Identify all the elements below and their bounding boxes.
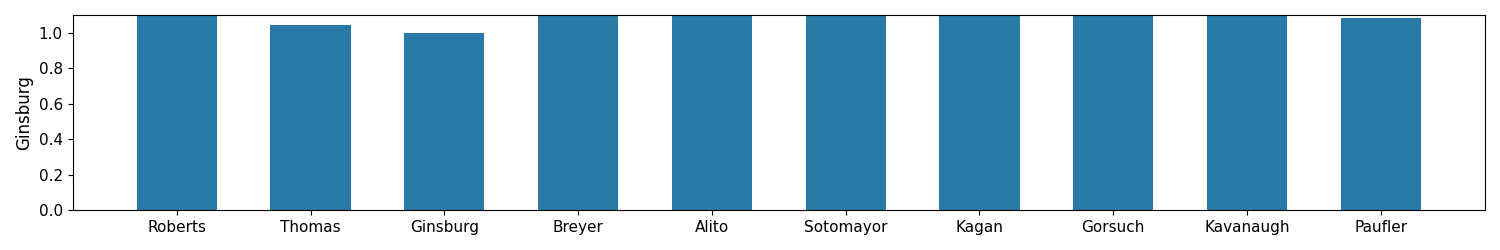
Bar	[939, 0, 1020, 210]
Bar	[404, 33, 484, 210]
Bar	[806, 0, 886, 210]
Y-axis label: Ginsburg: Ginsburg	[15, 75, 33, 150]
Bar	[136, 0, 218, 210]
Bar	[1341, 18, 1420, 210]
Bar	[672, 0, 752, 210]
Bar	[1072, 0, 1154, 210]
Bar	[538, 0, 618, 210]
Bar	[1208, 0, 1287, 210]
Bar	[270, 25, 351, 210]
